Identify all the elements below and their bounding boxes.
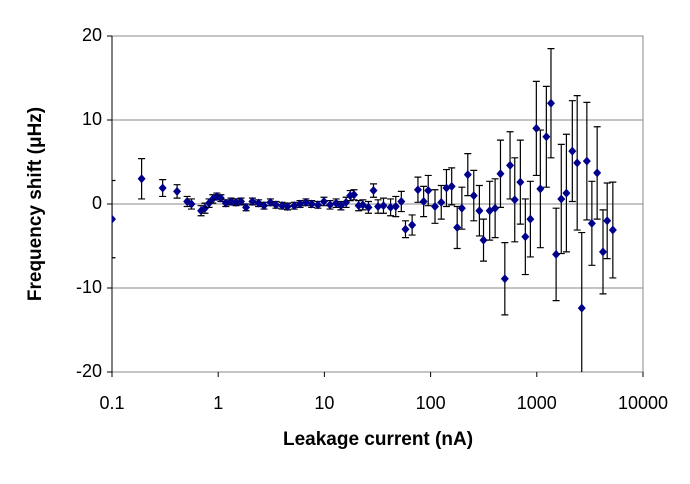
data-point [379, 201, 388, 211]
data-point [516, 177, 525, 187]
data-point [479, 235, 488, 245]
data-point [391, 202, 400, 212]
data-point [369, 186, 378, 196]
error-bar [112, 179, 116, 259]
data-point [536, 184, 545, 194]
data-point [506, 160, 515, 170]
x-tick-label: 1 [213, 393, 223, 413]
data-point [557, 194, 566, 204]
data-point [562, 188, 571, 198]
data-point [187, 199, 196, 209]
data-point [453, 223, 462, 233]
data-point [413, 185, 422, 195]
data-point [546, 98, 555, 108]
data-point [158, 183, 167, 193]
x-tick-label: 0.1 [99, 393, 124, 413]
data-point [532, 123, 541, 133]
y-tick-label: 0 [92, 193, 102, 213]
data-point [248, 196, 257, 206]
data-point [598, 247, 607, 257]
data-point [430, 202, 439, 212]
data-point [271, 200, 280, 210]
data-point [577, 303, 586, 313]
data-point [447, 181, 456, 191]
data-point [200, 203, 209, 213]
data-point [173, 186, 182, 196]
data-point [137, 174, 146, 184]
data-point [500, 274, 509, 284]
y-tick-label: -10 [76, 277, 102, 297]
data-point [301, 197, 310, 207]
data-point [457, 203, 466, 213]
data-point [463, 170, 472, 180]
x-tick-label: 10000 [618, 393, 668, 413]
data-point [290, 201, 299, 211]
data-point [364, 202, 373, 212]
data-point [496, 169, 505, 179]
data-point [469, 191, 478, 201]
data-point [510, 195, 519, 205]
y-tick-label: 10 [82, 109, 102, 129]
data-point [582, 156, 591, 166]
data-point [424, 186, 433, 196]
data-point [568, 146, 577, 156]
data-point [526, 214, 535, 224]
data-point [260, 201, 269, 211]
y-axis-title: Frequency shift (μHz) [25, 107, 46, 301]
data-point [491, 203, 500, 213]
y-tick-label: 20 [82, 25, 102, 45]
data-point [296, 199, 305, 209]
marks [112, 48, 617, 372]
x-tick-label: 10 [314, 393, 334, 413]
data-point [437, 197, 446, 207]
data-point [307, 199, 316, 209]
data-point [283, 202, 292, 212]
grid [107, 35, 644, 377]
data-point [587, 218, 596, 228]
data-point [408, 220, 417, 230]
data-point [419, 196, 428, 206]
data-point [326, 200, 335, 210]
x-tick-label: 100 [416, 393, 446, 413]
data-point [603, 216, 612, 226]
data-point [242, 202, 251, 212]
data-point [521, 232, 530, 242]
data-point [386, 202, 395, 212]
data-point [319, 196, 328, 206]
data-point [573, 158, 582, 168]
data-point [593, 168, 602, 178]
data-point [552, 249, 561, 259]
data-point [313, 200, 322, 210]
data-point [608, 225, 617, 235]
data-point [542, 132, 551, 142]
data-point [401, 224, 410, 234]
data-point [112, 214, 116, 224]
data-point [374, 202, 383, 212]
data-point [350, 190, 359, 200]
data-point [397, 196, 406, 206]
data-point [475, 206, 484, 216]
x-tick-label: 1000 [517, 393, 557, 413]
y-tick-label: -20 [76, 361, 102, 381]
x-axis-title: Leakage current (nA) [283, 429, 473, 450]
